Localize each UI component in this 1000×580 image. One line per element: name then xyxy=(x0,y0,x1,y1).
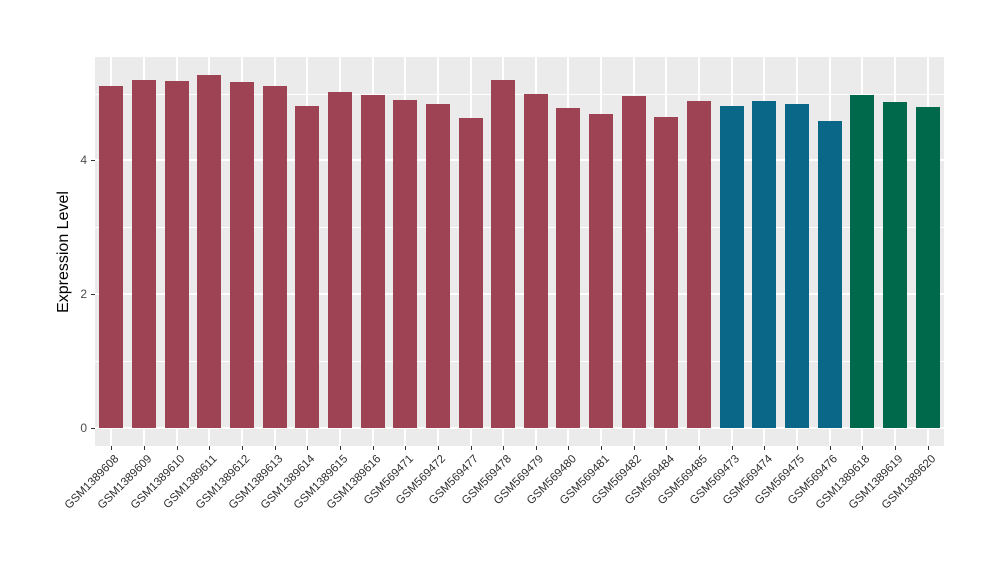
x-tick-mark xyxy=(829,446,831,450)
x-tick-mark xyxy=(927,446,929,450)
bar-GSM1389613 xyxy=(262,86,287,428)
x-tick-mark xyxy=(601,446,603,450)
gridline-minor xyxy=(95,227,944,229)
gridline-major xyxy=(95,159,944,162)
x-tick-mark xyxy=(111,446,113,450)
gridline-minor xyxy=(95,93,944,95)
x-tick-mark xyxy=(862,446,864,450)
y-tick-mark xyxy=(91,294,95,296)
bar-GSM569480 xyxy=(556,108,581,428)
bar-GSM1389608 xyxy=(99,86,124,428)
bar-GSM1389614 xyxy=(295,105,320,428)
x-tick-mark xyxy=(568,446,570,450)
bar-GSM1389619 xyxy=(883,102,908,428)
bar-GSM569474 xyxy=(752,100,777,428)
bar-GSM569472 xyxy=(425,103,450,428)
y-tick-label: 0 xyxy=(80,421,87,435)
x-tick-mark xyxy=(699,446,701,450)
gridline-major xyxy=(95,293,944,296)
bar-GSM569485 xyxy=(687,100,712,428)
bar-GSM1389615 xyxy=(327,92,352,428)
y-tick-mark xyxy=(91,160,95,162)
x-tick-mark xyxy=(372,446,374,450)
bar-GSM1389620 xyxy=(915,106,940,428)
x-tick-mark xyxy=(405,446,407,450)
bar-GSM1389616 xyxy=(360,94,385,428)
x-tick-mark xyxy=(503,446,505,450)
bar-GSM569473 xyxy=(719,105,744,428)
x-tick-mark xyxy=(274,446,276,450)
bar-GSM569475 xyxy=(785,104,810,428)
plot-panel xyxy=(95,57,944,446)
x-tick-mark xyxy=(339,446,341,450)
x-tick-mark xyxy=(437,446,439,450)
x-tick-mark xyxy=(241,446,243,450)
bar-GSM569478 xyxy=(491,80,516,428)
bar-GSM569477 xyxy=(458,117,483,428)
x-tick-mark xyxy=(209,446,211,450)
bar-GSM1389609 xyxy=(131,80,156,428)
x-tick-mark xyxy=(731,446,733,450)
bar-GSM569479 xyxy=(523,94,548,428)
y-tick-label: 2 xyxy=(80,287,87,302)
x-tick-mark xyxy=(764,446,766,450)
bar-GSM1389610 xyxy=(164,80,189,428)
bar-GSM1389611 xyxy=(197,74,222,428)
bar-GSM569471 xyxy=(393,99,418,428)
x-tick-mark xyxy=(143,446,145,450)
x-tick-mark xyxy=(633,446,635,450)
bar-GSM569484 xyxy=(654,116,679,428)
x-tick-mark xyxy=(535,446,537,450)
gridline-major xyxy=(95,427,944,429)
bar-GSM569481 xyxy=(589,113,614,428)
x-tick-mark xyxy=(470,446,472,450)
y-tick-mark xyxy=(91,428,95,429)
bar-GSM569482 xyxy=(621,96,646,428)
bar-GSM569476 xyxy=(817,120,842,428)
x-tick-mark xyxy=(797,446,799,450)
bar-GSM1389618 xyxy=(850,94,875,428)
y-tick-label: 4 xyxy=(80,153,87,168)
gridline-minor xyxy=(95,361,944,363)
x-tick-mark xyxy=(895,446,897,450)
x-tick-mark xyxy=(176,446,178,450)
bar-GSM1389612 xyxy=(229,82,254,428)
x-tick-mark xyxy=(666,446,668,450)
x-tick-mark xyxy=(307,446,309,450)
